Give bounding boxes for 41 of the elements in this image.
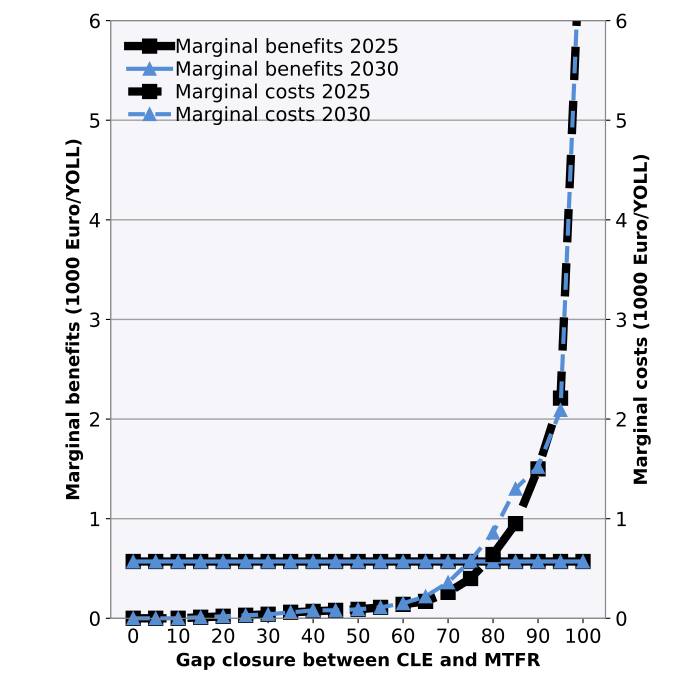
x-tick-label: 20 (212, 628, 234, 644)
x-tick-label: 60 (392, 628, 414, 644)
y2-tick-label: 5 (616, 113, 626, 128)
x-tick-label: 40 (302, 628, 324, 644)
point (508, 482, 522, 496)
y2-tick-label: 4 (616, 213, 627, 228)
y-tick-label: 0 (90, 611, 100, 626)
y2-tick-label: 2 (616, 412, 626, 426)
point (554, 403, 568, 418)
point (418, 589, 433, 604)
x-tick-label: 30 (257, 628, 280, 644)
point (486, 526, 500, 540)
x-tick-label: 50 (347, 628, 370, 644)
point (531, 460, 545, 474)
x-tick-label: 0 (128, 628, 138, 644)
y2-axis-title: Marginal costs (1000 Euro/YOLL) (633, 154, 651, 484)
y2-tick-label: 1 (617, 512, 626, 526)
x-tick-label: 10 (168, 628, 190, 644)
legend-label: Marginal benefits 2030 (176, 60, 398, 80)
y-tick-label: 1 (90, 512, 100, 526)
x-tick-label: 80 (482, 628, 504, 644)
legend-label: Marginal benefits 2025 (176, 38, 398, 57)
x-tick-label: 90 (526, 628, 550, 644)
y-tick-label: 3 (90, 312, 100, 328)
y2-tick-label: 3 (616, 312, 626, 328)
legend-label: Marginal costs 2030 (176, 106, 370, 126)
point (485, 546, 501, 562)
x-tick-label: 100 (566, 628, 600, 644)
y2-tick-label: 6 (616, 14, 626, 28)
y-tick-label: 6 (90, 14, 100, 28)
y2-tick-label: 0 (616, 611, 626, 626)
point (441, 575, 456, 590)
y-tick-label: 5 (90, 113, 100, 128)
x-axis-title: Gap closure between CLE and MTFR (176, 652, 540, 670)
legend-label: Marginal costs 2025 (176, 84, 370, 102)
point (508, 516, 524, 532)
x-tick-label: 70 (437, 628, 460, 644)
y-axis-title: Marginal benefits (1000 Euro/YOLL) (65, 140, 84, 500)
y-tick-label: 2 (90, 412, 100, 426)
point (462, 570, 478, 586)
y-tick-label: 4 (90, 213, 100, 228)
